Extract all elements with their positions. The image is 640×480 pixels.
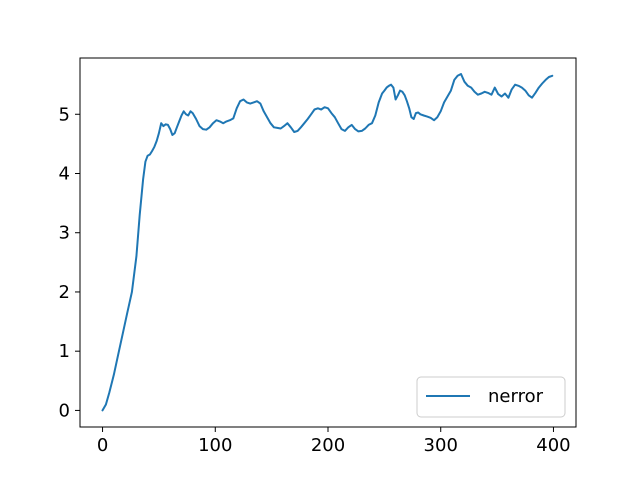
y-tick-label: 2 xyxy=(59,282,70,303)
x-tick-label: 200 xyxy=(311,435,345,456)
x-axis: 0 100 200 300 400 xyxy=(97,427,571,456)
legend-box xyxy=(416,376,566,418)
y-tick-label: 3 xyxy=(59,223,70,244)
plot-frame xyxy=(79,57,577,428)
series-line-nerror xyxy=(101,73,554,412)
y-axis: 0 1 2 3 4 5 xyxy=(59,104,80,421)
x-tick-label: 100 xyxy=(198,435,232,456)
y-tick-label: 0 xyxy=(59,400,70,421)
series-layer xyxy=(101,73,554,412)
y-tick-label: 5 xyxy=(59,104,70,125)
y-tick-label: 4 xyxy=(59,163,70,184)
x-tick-label: 300 xyxy=(424,435,458,456)
x-tick-label: 400 xyxy=(536,435,570,456)
legend: nerror xyxy=(416,376,566,418)
x-tick-label: 0 xyxy=(97,435,108,456)
legend-label: nerror xyxy=(488,386,544,407)
y-tick-label: 1 xyxy=(59,341,70,362)
